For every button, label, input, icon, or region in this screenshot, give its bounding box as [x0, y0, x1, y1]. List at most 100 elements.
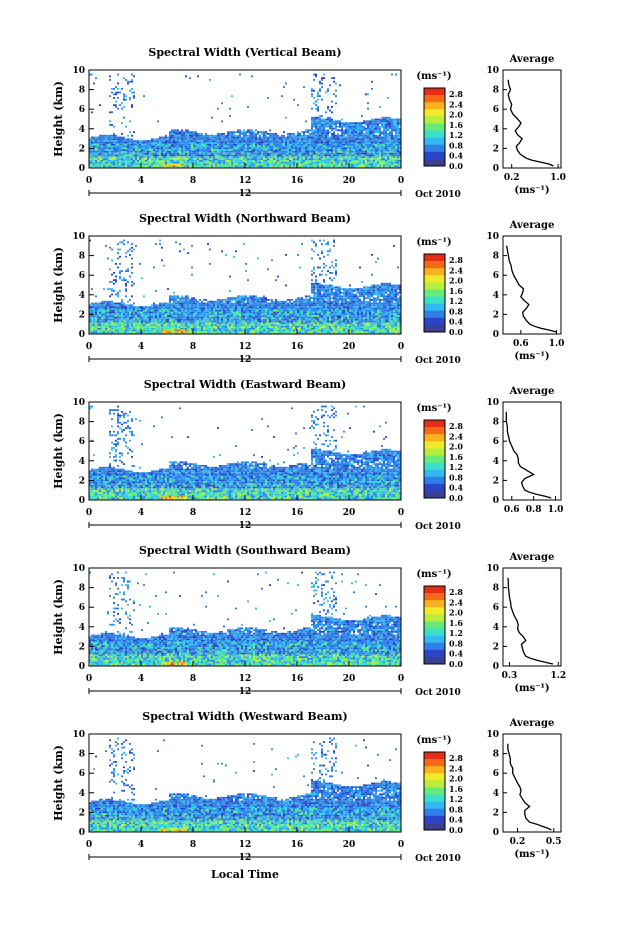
heatmap-cell [343, 134, 345, 137]
heatmap-cell [389, 145, 391, 148]
heatmap-cell [367, 165, 369, 168]
heatmap-cell [325, 158, 327, 160]
heatmap-cell [93, 308, 95, 310]
heatmap-cell [273, 163, 275, 166]
heatmap-cell [333, 156, 335, 159]
heatmap-cell [339, 134, 341, 137]
heatmap-cell [163, 327, 165, 330]
heatmap-cell [375, 149, 377, 151]
heatmap-cell [177, 133, 179, 135]
heatmap-cell [365, 133, 367, 135]
heatmap-cell [213, 302, 215, 305]
heatmap-cell [137, 161, 139, 164]
heatmap-cell [201, 134, 203, 137]
heatmap-cell [161, 154, 163, 157]
heatmap-cell [147, 315, 149, 317]
heatmap-cell [183, 300, 185, 303]
heatmap-cell [377, 151, 379, 153]
heatmap-cell [347, 122, 349, 124]
heatmap-cell [323, 154, 325, 157]
heatmap-cell [357, 152, 359, 155]
heatmap-cell [343, 129, 345, 132]
heatmap-cell [141, 308, 143, 310]
heatmap-cell [221, 147, 223, 150]
heatmap-cell [117, 291, 119, 294]
heatmap-cell [141, 154, 143, 157]
heatmap-cell [263, 160, 265, 162]
heatmap-cell [173, 152, 175, 155]
heatmap-cell [213, 134, 215, 137]
heatmap-cell [147, 140, 149, 142]
heatmap-cell [97, 308, 99, 310]
heatmap-cell [193, 308, 195, 310]
heatmap-cell [121, 313, 123, 316]
heatmap-cell [213, 300, 215, 303]
heatmap-cell [349, 152, 351, 155]
heatmap-cell [255, 133, 257, 135]
heatmap-cell [349, 140, 351, 142]
heatmap-cell [165, 309, 167, 312]
heatmap-cell [387, 151, 389, 153]
heatmap-cell [221, 145, 223, 148]
heatmap-cell [163, 160, 165, 162]
heatmap-cell [323, 140, 325, 142]
heatmap-cell [301, 165, 303, 168]
heatmap-cell [345, 161, 347, 164]
heatmap-cell [197, 317, 199, 319]
heatmap-cell [187, 129, 189, 132]
heatmap-cell [199, 317, 201, 319]
heatmap-cell [267, 165, 269, 168]
heatmap-cell [335, 140, 337, 142]
heatmap-cell [399, 140, 401, 142]
heatmap-cell [375, 140, 377, 142]
heatmap-cell [271, 160, 273, 162]
heatmap-cell [105, 315, 107, 317]
heatmap-cell [249, 145, 251, 148]
heatmap-cell [221, 299, 223, 301]
heatmap-cell [115, 313, 117, 316]
heatmap-cell [205, 154, 207, 157]
heatmap-cell [101, 134, 103, 137]
heatmap-cell [201, 161, 203, 164]
heatmap-cell [175, 241, 177, 244]
heatmap-cell [99, 160, 101, 162]
heatmap-cell [207, 309, 209, 312]
heatmap-cell [153, 163, 155, 166]
heatmap-cell [315, 120, 317, 123]
heatmap-cell [169, 309, 171, 312]
heatmap-cell [313, 138, 315, 141]
heatmap-cell [133, 317, 135, 319]
heatmap-cell [371, 136, 373, 139]
heatmap-cell [381, 165, 383, 168]
heatmap-cell [181, 309, 183, 312]
heatmap-cell [309, 143, 311, 146]
heatmap-cell [321, 118, 323, 121]
heatmap-cell [275, 145, 277, 148]
heatmap-cell [261, 161, 263, 164]
heatmap-cell [271, 161, 273, 164]
heatmap-cell [219, 309, 221, 312]
heatmap-cell [219, 311, 221, 314]
heatmap-cell [191, 313, 193, 316]
heatmap-cell [95, 163, 97, 166]
heatmap-cell [339, 124, 341, 126]
heatmap-cell [193, 163, 195, 166]
heatmap-cell [203, 165, 205, 168]
heatmap-cell [185, 304, 187, 307]
heatmap-cell [363, 161, 365, 164]
heatmap-cell [339, 154, 341, 157]
heatmap-cell [341, 160, 343, 162]
heatmap-cell [273, 133, 275, 135]
heatmap-cell [101, 145, 103, 148]
heatmap-cell [323, 138, 325, 141]
heatmap-cell [235, 152, 237, 155]
heatmap-cell [255, 129, 257, 132]
heatmap-cell [391, 125, 393, 128]
heatmap-cell [191, 327, 193, 330]
heatmap-cell [143, 154, 145, 157]
heatmap-cell [377, 142, 379, 144]
heatmap-cell [315, 160, 317, 162]
heatmap-cell [295, 151, 297, 153]
heatmap-cell [179, 160, 181, 162]
heatmap-cell [123, 239, 125, 242]
